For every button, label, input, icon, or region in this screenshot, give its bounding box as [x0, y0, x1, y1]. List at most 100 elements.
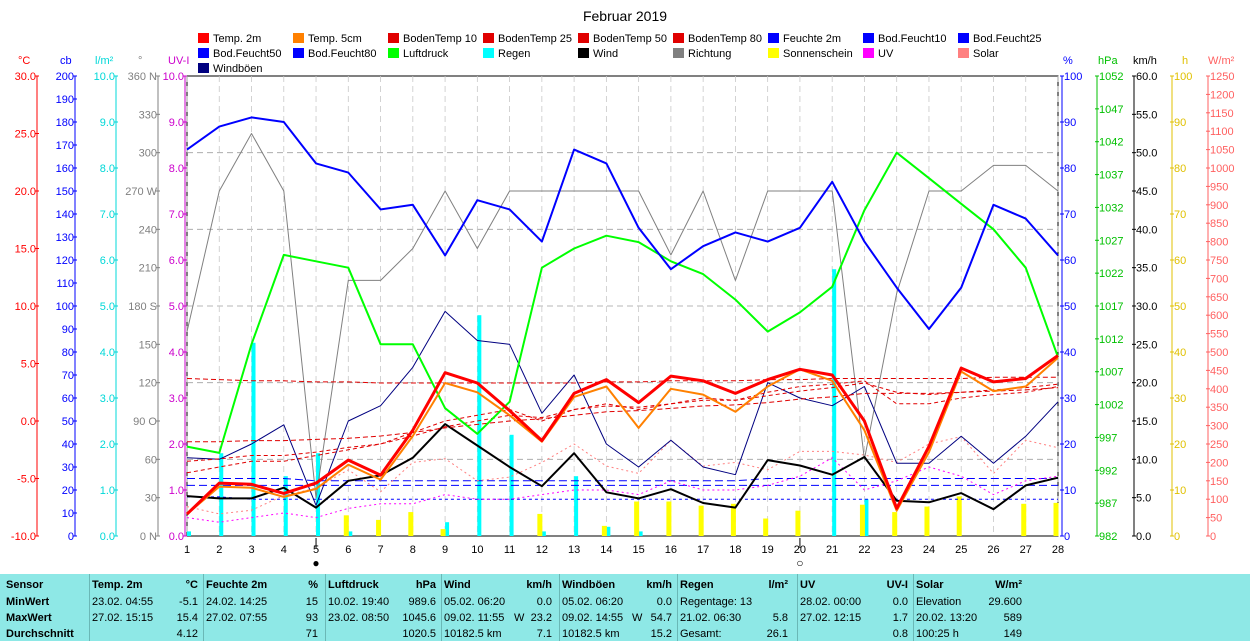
new-moon-icon: ○ — [796, 556, 803, 570]
axis-tick-label: 50 — [1210, 513, 1222, 525]
axis-tick-label: 1200 — [1210, 89, 1234, 101]
legend-swatch — [958, 33, 969, 43]
x-tick-label: 18 — [729, 544, 741, 556]
axis-tick-label: 30 — [62, 462, 74, 474]
legend-swatch — [958, 48, 969, 58]
stats-label: 27.02. 12:15 — [800, 612, 862, 624]
axis-unit-uv: UV-I — [168, 55, 189, 67]
axis-tick-label: 190 — [56, 94, 74, 106]
axis-tick-label: 650 — [1210, 292, 1228, 304]
legend-swatch — [673, 48, 684, 58]
axis-tick-label: 160 — [56, 163, 74, 175]
axis-tick-label: 80 — [62, 347, 74, 359]
axis-tick-label: 10.0 — [1136, 454, 1157, 466]
axis-tick-label: 6.0 — [100, 255, 115, 267]
axis-tick-label: 1022 — [1099, 268, 1123, 280]
axis-tick-label: 5.0 — [100, 301, 115, 313]
legend-label: Temp. 5cm — [308, 33, 362, 45]
axis-tick-label: 950 — [1210, 181, 1228, 193]
x-axis: 1 2 3 4 5 6 7 8 9 10 11 12 13 14 15 16 17 18 19 20 21 22 23 24 2… — [184, 538, 1064, 570]
legend-label: Bod.Feucht10 — [878, 33, 947, 45]
stats-label: 27.02. 15:15 — [92, 612, 154, 624]
axis-tick-label: 60.0 — [1136, 71, 1157, 83]
stats-column: Temp. 2m °C 23.02. 04:55 -5.1 27.02. 15:15 15… — [92, 574, 202, 641]
axis-tick-label: 70 — [1064, 209, 1076, 221]
stats-label: 21.02. 06:30 — [680, 612, 742, 624]
axis-tick-label: 1.0 — [169, 485, 184, 497]
x-tick-label: 10 — [471, 544, 483, 556]
axis-tick-label: 90 — [1064, 117, 1076, 129]
bar — [316, 453, 321, 536]
axis-unit-humidity: % — [1063, 55, 1073, 67]
x-tick-label: 3 — [248, 544, 254, 556]
chart-legend: Temp. 2m Temp. 5cm BodenTemp 10 BodenTemp 2… — [198, 33, 1042, 75]
legend-swatch — [293, 48, 304, 58]
axis-tick-label: 35.0 — [1136, 263, 1157, 275]
legend-label: Richtung — [688, 48, 731, 60]
axis-tick-label: 1002 — [1099, 400, 1123, 412]
axis-tick-label: 40 — [62, 439, 74, 451]
x-tick-label: 26 — [987, 544, 999, 556]
stats-value: 989.6 — [408, 596, 436, 608]
axis-tick-label: 20.0 — [15, 186, 36, 198]
axis-tick-label: 997 — [1099, 432, 1117, 444]
axis-tick-label: 90 O — [133, 416, 157, 428]
stats-label: 24.02. 14:25 — [206, 596, 268, 608]
stats-value: 29.600 — [988, 596, 1022, 608]
bar — [348, 531, 353, 536]
axis-tick-label: 140 — [56, 209, 74, 221]
legend-label: Sonnenschein — [783, 48, 853, 60]
axis-rain: 10.0 9.0 8.0 7.0 6.0 5.0 4.0 3.0 2.0 1.0 0.0 — [94, 71, 118, 543]
series-line-temp-2m — [185, 354, 1059, 516]
stats-column: Windböen km/h 05.02. 06:20 0.0 09.02. 14:55 W… — [562, 574, 674, 641]
axis-tick-label: 90 — [1174, 117, 1186, 129]
stats-column: Wind km/h 05.02. 06:20 0.0 09.02. 11:55 W 23.2… — [444, 574, 556, 641]
stats-unit: UV-I — [886, 579, 908, 591]
axis-tick-label: 50 — [1064, 301, 1076, 313]
series-line-wind — [186, 423, 1059, 511]
axis-wind: 60.0 55.0 50.0 45.0 40.0 35.0 30.0 25.0 20.0 15.0… — [1132, 71, 1157, 543]
chart-title: Februar 2019 — [583, 8, 667, 24]
axis-tick-label: 1012 — [1099, 334, 1123, 346]
bar — [730, 503, 736, 536]
axis-tick-label: 10.0 — [94, 71, 115, 83]
axis-temp: 30.0 25.0 20.0 15.0 10.0 5.0 0.0 -5.0 -10.0 — [11, 71, 39, 543]
axis-tick-label: 110 — [56, 278, 74, 290]
stats-value: 1045.6 — [402, 612, 436, 624]
stats-separator — [441, 574, 442, 641]
stats-value: 149 — [1003, 628, 1022, 640]
x-tick-label: 4 — [281, 544, 287, 556]
stats-value: 26.1 — [766, 628, 788, 640]
stats-unit: % — [308, 579, 318, 591]
stats-unit: l/m² — [768, 579, 788, 591]
bar — [376, 519, 382, 536]
x-tick-label: 21 — [826, 544, 838, 556]
axis-tick-label: 0.0 — [1136, 531, 1151, 543]
stats-header: Regen — [680, 579, 714, 591]
axis-tick-label: 0 — [1064, 531, 1070, 543]
axis-tick-label: 180 — [56, 117, 74, 129]
legend-label: BodenTemp 25 — [498, 33, 572, 45]
bar — [859, 504, 865, 536]
axis-unit-cb: cb — [60, 55, 72, 67]
axis-tick-label: 120 — [56, 255, 74, 267]
stats-value: 7.1 — [536, 628, 552, 640]
axis-tick-label: 100 — [1064, 71, 1082, 83]
axis-tick-label: 15.0 — [1136, 416, 1157, 428]
legend-label: Temp. 2m — [213, 33, 261, 45]
axis-tick-label: 750 — [1210, 255, 1228, 267]
axis-tick-label: 7.0 — [100, 209, 115, 221]
axis-tick-label: 450 — [1210, 365, 1228, 377]
axis-tick-label: 1000 — [1210, 163, 1234, 175]
legend-swatch — [768, 48, 779, 58]
axis-tick-label: 9.0 — [169, 117, 184, 129]
x-tick-label: 1 — [184, 544, 190, 556]
axis-tick-label: 120 — [139, 378, 157, 390]
axis-tick-label: 90 — [62, 324, 74, 336]
axis-unit-solar: W/m² — [1208, 55, 1235, 67]
stats-value: 15 — [305, 596, 318, 608]
series-line-feuchte-2m — [186, 116, 1059, 330]
chart-lines — [185, 116, 1059, 523]
legend-swatch — [483, 33, 494, 43]
bar-series-sonnenschein — [343, 496, 1059, 536]
